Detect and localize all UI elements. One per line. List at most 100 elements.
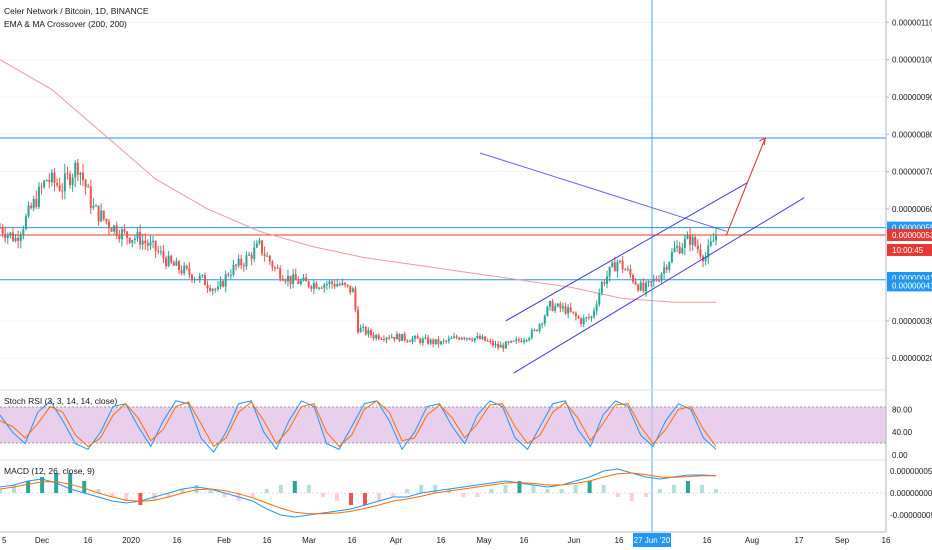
candle-body xyxy=(123,229,126,232)
macd-bar xyxy=(12,485,17,493)
candle-body xyxy=(686,234,689,239)
candle-body xyxy=(76,162,79,175)
channel-upper-line[interactable] xyxy=(505,182,748,322)
candle-body xyxy=(406,340,409,342)
candle-body xyxy=(432,339,435,344)
y-tick-label: 0.00000020 xyxy=(892,354,932,363)
candle-body xyxy=(606,276,609,284)
projection-arrow[interactable] xyxy=(725,137,766,236)
candle-body xyxy=(481,336,484,340)
x-tick-label: 16 xyxy=(437,536,446,545)
candle-body xyxy=(43,181,46,188)
candle-body xyxy=(494,343,497,346)
stoch-rsi-band xyxy=(0,407,886,443)
candle-body xyxy=(141,240,144,245)
candle-body xyxy=(0,227,1,229)
candle-body xyxy=(139,231,142,245)
stoch-k-line xyxy=(0,400,717,453)
macd-bar xyxy=(377,493,382,501)
candle-body xyxy=(445,340,448,342)
candle-body xyxy=(631,274,634,282)
candle-body xyxy=(219,281,222,287)
candle-body xyxy=(320,287,323,289)
candle-body xyxy=(616,261,619,272)
indicator-label: EMA & MA Crossover (200, 200) xyxy=(4,19,127,29)
x-tick-label: Dec xyxy=(35,536,49,545)
macd-bar xyxy=(334,493,339,501)
x-tick-label: Apr xyxy=(390,536,403,545)
candle-body xyxy=(66,173,69,175)
macd-bar xyxy=(68,473,73,493)
candle-body xyxy=(45,180,48,182)
candle-body xyxy=(354,288,357,310)
candle-body xyxy=(299,280,302,284)
macd-bar xyxy=(348,493,353,505)
candle-body xyxy=(232,264,235,275)
candle-body xyxy=(318,287,321,289)
candle-body xyxy=(107,221,110,229)
candle-body xyxy=(440,341,443,345)
macd-bar xyxy=(714,489,718,493)
candle-body xyxy=(611,262,614,267)
candle-body xyxy=(310,286,313,289)
candle-body xyxy=(349,285,352,293)
candle-body xyxy=(382,338,385,340)
candle-body xyxy=(556,303,559,307)
descending-trend-line[interactable] xyxy=(479,152,727,232)
candle-body xyxy=(328,281,331,285)
macd-bar xyxy=(26,481,31,493)
candle-body xyxy=(19,235,22,241)
candle-body xyxy=(665,267,668,270)
horizontal-levels xyxy=(0,137,886,281)
candle-body xyxy=(250,254,253,259)
candle-body xyxy=(696,245,699,250)
candle-body xyxy=(375,335,378,339)
candle-body xyxy=(196,279,199,281)
candle-body xyxy=(424,337,427,339)
price-tag-label: 10:00:45 xyxy=(892,246,924,255)
channel-lower-line[interactable] xyxy=(513,197,805,374)
x-tick-label: 16 xyxy=(520,536,529,545)
candle-body xyxy=(642,282,645,292)
candle-body xyxy=(92,206,95,208)
candle-body xyxy=(89,186,92,208)
candle-body xyxy=(268,255,271,262)
candle-body xyxy=(434,339,437,344)
candle-body xyxy=(175,261,178,266)
time-axis[interactable]: Dec 16 2020 16 Feb 16 Mar 16 Apr 16 May 16 Jun 16 27 J… xyxy=(2,533,891,547)
candle-body xyxy=(465,337,468,339)
candle-body xyxy=(559,303,562,309)
candle-body xyxy=(248,254,251,256)
x-tick-label: Feb xyxy=(217,536,231,545)
candle-body xyxy=(548,301,551,307)
macd-bar xyxy=(601,485,606,493)
y-tick-label: 0.00000030 xyxy=(892,317,932,326)
macd-bar xyxy=(363,493,368,505)
macd-bar xyxy=(306,485,311,493)
candle-body xyxy=(473,338,476,341)
candle-body xyxy=(626,268,629,270)
candle-body xyxy=(499,344,502,348)
y-tick-label: 0.00000100 xyxy=(892,56,932,65)
macd-bar xyxy=(320,493,325,497)
candle-body xyxy=(442,340,445,342)
candle-body xyxy=(546,306,549,316)
macd-bar xyxy=(40,477,45,493)
candle-body xyxy=(525,340,528,342)
candle-body xyxy=(536,329,538,331)
candle-body xyxy=(657,280,660,282)
candle-body xyxy=(411,338,414,342)
candle-body xyxy=(312,283,315,289)
candle-body xyxy=(224,274,227,287)
candle-body xyxy=(709,241,712,246)
candle-body xyxy=(237,258,240,266)
x-tick-label: Mar xyxy=(302,536,316,545)
candle-body xyxy=(118,235,121,240)
chart-title: Celer Network / Bitcoin, 1D, BINANCE xyxy=(4,6,149,16)
candle-body xyxy=(580,318,583,325)
candle-body xyxy=(678,246,681,254)
candle-body xyxy=(458,337,461,340)
price-axis[interactable]: 0.00000110 0.00000100 0.00000090 0.00000080… xyxy=(886,18,932,363)
candle-body xyxy=(681,248,684,254)
